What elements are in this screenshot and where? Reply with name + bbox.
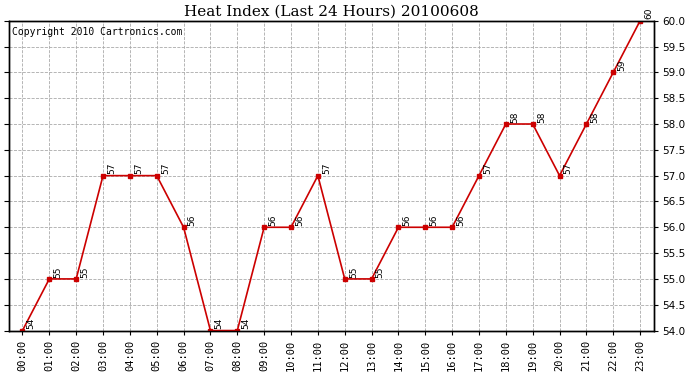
Text: 56: 56 — [429, 214, 438, 226]
Text: 54: 54 — [215, 318, 224, 329]
Text: 56: 56 — [188, 214, 197, 226]
Text: 57: 57 — [483, 163, 492, 174]
Text: 58: 58 — [510, 111, 519, 123]
Text: 56: 56 — [402, 214, 412, 226]
Text: 54: 54 — [27, 318, 36, 329]
Title: Heat Index (Last 24 Hours) 20100608: Heat Index (Last 24 Hours) 20100608 — [184, 4, 479, 18]
Text: 58: 58 — [591, 111, 600, 123]
Text: 60: 60 — [644, 8, 653, 20]
Text: 57: 57 — [161, 163, 170, 174]
Text: 59: 59 — [618, 60, 627, 71]
Text: 55: 55 — [349, 266, 358, 278]
Text: 57: 57 — [107, 163, 116, 174]
Text: 55: 55 — [80, 266, 89, 278]
Text: 55: 55 — [54, 266, 63, 278]
Text: 57: 57 — [564, 163, 573, 174]
Text: 58: 58 — [537, 111, 546, 123]
Text: 56: 56 — [295, 214, 304, 226]
Text: 54: 54 — [241, 318, 250, 329]
Text: Copyright 2010 Cartronics.com: Copyright 2010 Cartronics.com — [12, 27, 183, 37]
Text: 56: 56 — [456, 214, 465, 226]
Text: 56: 56 — [268, 214, 277, 226]
Text: 57: 57 — [322, 163, 331, 174]
Text: 57: 57 — [134, 163, 143, 174]
Text: 55: 55 — [376, 266, 385, 278]
